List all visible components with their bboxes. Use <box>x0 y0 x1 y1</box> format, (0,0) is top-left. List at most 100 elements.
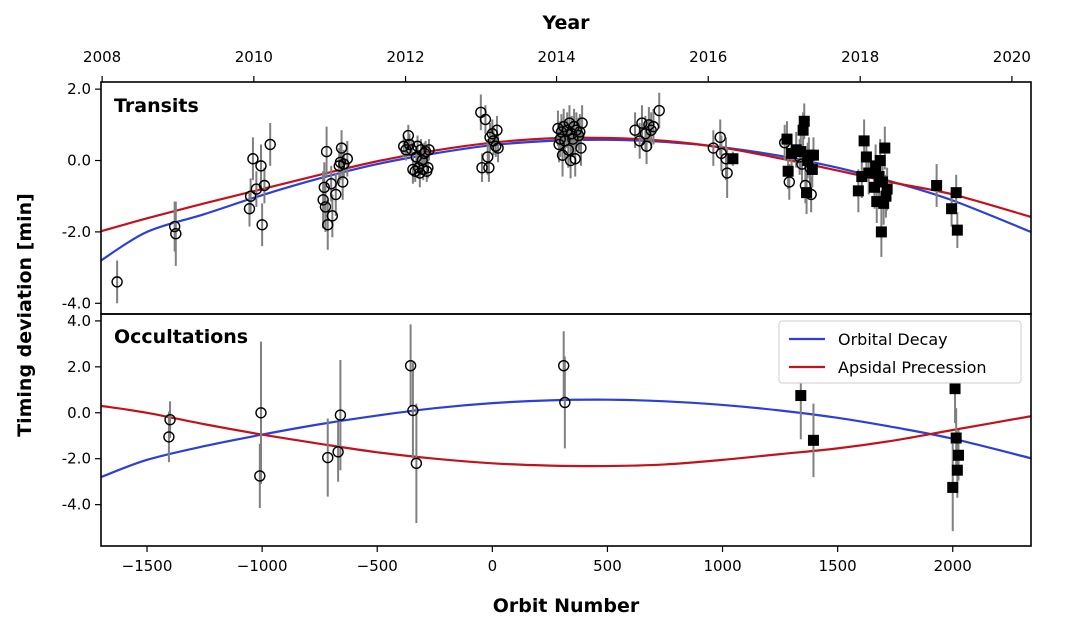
occultations-data-point-circle <box>254 470 266 482</box>
occultations-data-point-square <box>952 449 964 461</box>
transits-data-point-circle <box>322 219 334 231</box>
occultations-data-point-square <box>951 464 963 476</box>
occultations-data-point-circle <box>164 413 176 426</box>
transits-data-point-circle <box>244 190 257 202</box>
transits-data-point-circle <box>243 203 256 215</box>
year-tick-label: 2020 <box>993 48 1031 66</box>
transits-data-point-circle <box>168 220 181 233</box>
transits-data-point-square <box>807 149 819 161</box>
transits-frame <box>100 81 1032 315</box>
legend-label-orbital-decay: Orbital Decay <box>838 330 948 349</box>
y-axis-title: Timing deviation [min] <box>14 193 36 437</box>
occultations-data-point-circle <box>334 409 347 421</box>
transits-data-point-circle <box>423 144 435 156</box>
transits-data-point-circle <box>320 145 333 158</box>
transits-data-point-circle <box>569 153 581 165</box>
transits-data-point-circle <box>341 153 354 165</box>
transits-data-point-circle <box>482 151 494 163</box>
transits-data-point-square <box>727 153 739 165</box>
occultations-y-tick-label: 4.0 <box>67 312 91 330</box>
occultations-frame <box>100 313 1032 547</box>
occultations-data-point-square <box>950 432 962 444</box>
occultations-data-point-circle <box>255 407 267 419</box>
transits-data-point-square <box>858 135 870 147</box>
transits-data-point-circle <box>492 142 504 154</box>
transits-data-point-circle <box>422 161 434 174</box>
occultations-data-point-circle <box>407 404 419 417</box>
year-tick-label: 2016 <box>689 48 727 66</box>
transits-data-point-square <box>874 155 886 167</box>
transits-data-point-circle <box>783 176 795 188</box>
x-tick-label: 2000 <box>934 557 972 575</box>
occultations-panel: -4.0 -2.0 0.0 2.0 4.0 Occultations <box>62 312 1031 532</box>
transits-y-tick-label: 0.0 <box>67 152 91 170</box>
x-tick-label: 0 <box>488 557 498 575</box>
transits-data-point-circle <box>575 142 587 154</box>
transits-data-point-square <box>797 124 809 136</box>
transits-data-point-square <box>863 167 875 179</box>
transits-data-point-circle <box>553 138 565 151</box>
transits-data-point-circle <box>483 161 495 174</box>
occultations-orbital-decay-curve <box>101 398 1031 479</box>
year-tick-label: 2008 <box>83 48 121 66</box>
transits-data-point-circle <box>330 188 342 201</box>
transits-data-point-square <box>806 163 818 175</box>
transits-data-point-circle <box>721 167 733 179</box>
transits-data-point-circle <box>264 138 276 151</box>
occultations-data-point-square <box>795 390 807 402</box>
transits-data-point-square <box>931 180 943 192</box>
transits-data-point-square <box>871 196 883 208</box>
transits-data-point-circle <box>562 144 575 156</box>
transits-data-point-circle <box>714 131 726 144</box>
transits-data-point-square <box>795 146 807 158</box>
transits-data-point-circle <box>335 142 348 154</box>
transits-data-point-circle <box>805 188 817 201</box>
year-tick-label: 2012 <box>386 48 424 66</box>
orbit-number-axis: −1500 −1000 −500 0 500 1000 1500 2000 <box>122 546 972 575</box>
occultations-y-tick-label: -4.0 <box>62 496 91 514</box>
x-tick-label: −1000 <box>237 557 288 575</box>
transits-data-point-square <box>782 165 794 177</box>
transits-data-point-square <box>868 181 880 193</box>
transits-data-point-square <box>946 203 958 215</box>
transits-data-point-circle <box>247 153 259 165</box>
transits-data-point-circle <box>640 140 653 152</box>
transits-data-point-circle <box>576 117 588 129</box>
occultations-y-tick-label: 0.0 <box>67 404 91 422</box>
transits-data-point-square <box>877 176 889 188</box>
transits-data-point-circle <box>255 160 267 172</box>
occultations-data-point-circle <box>410 457 423 470</box>
year-tick-label: 2014 <box>537 48 575 66</box>
x-tick-label: −500 <box>357 557 398 575</box>
transits-data-point-circle <box>337 176 349 188</box>
transits-data-point-circle <box>490 140 502 152</box>
transits-data-point-circle <box>653 104 665 117</box>
x-tick-label: 500 <box>593 557 622 575</box>
transits-data-point-square <box>950 187 962 199</box>
transits-data-point-square <box>880 190 892 202</box>
legend-label-apsidal-precession: Apsidal Precession <box>838 358 987 377</box>
transits-data-point-circle <box>317 194 329 206</box>
transits-data-point-circle <box>318 181 330 193</box>
occultations-data-point-square <box>949 383 961 395</box>
transits-data-point-circle <box>707 142 720 154</box>
occultations-panel-title: Occultations <box>114 326 248 348</box>
x-tick-label: 1000 <box>703 557 741 575</box>
occultations-data-point-circle <box>163 431 175 443</box>
legend-box <box>778 320 1022 384</box>
occultations-data-point-square <box>947 481 959 493</box>
occultations-y-tick-label: -2.0 <box>62 450 91 468</box>
transits-data-point-square <box>798 115 810 127</box>
transits-data-point-circle <box>319 201 332 213</box>
occultations-data-point-circle <box>557 359 570 372</box>
occultations-apsidal-precession-curve <box>101 404 1031 468</box>
transits-data-point-circle <box>414 167 426 179</box>
x-axis-title: Orbit Number <box>493 595 640 617</box>
transits-data-point-circle <box>258 179 271 192</box>
transits-data-point-circle <box>411 140 424 152</box>
transits-y-tick-label: -4.0 <box>62 294 91 312</box>
transits-y-tick-label: 2.0 <box>67 80 91 98</box>
transits-data-point-circle <box>170 227 182 240</box>
occultations-data-point-circle <box>332 446 344 458</box>
transits-data-point-circle <box>491 124 503 136</box>
